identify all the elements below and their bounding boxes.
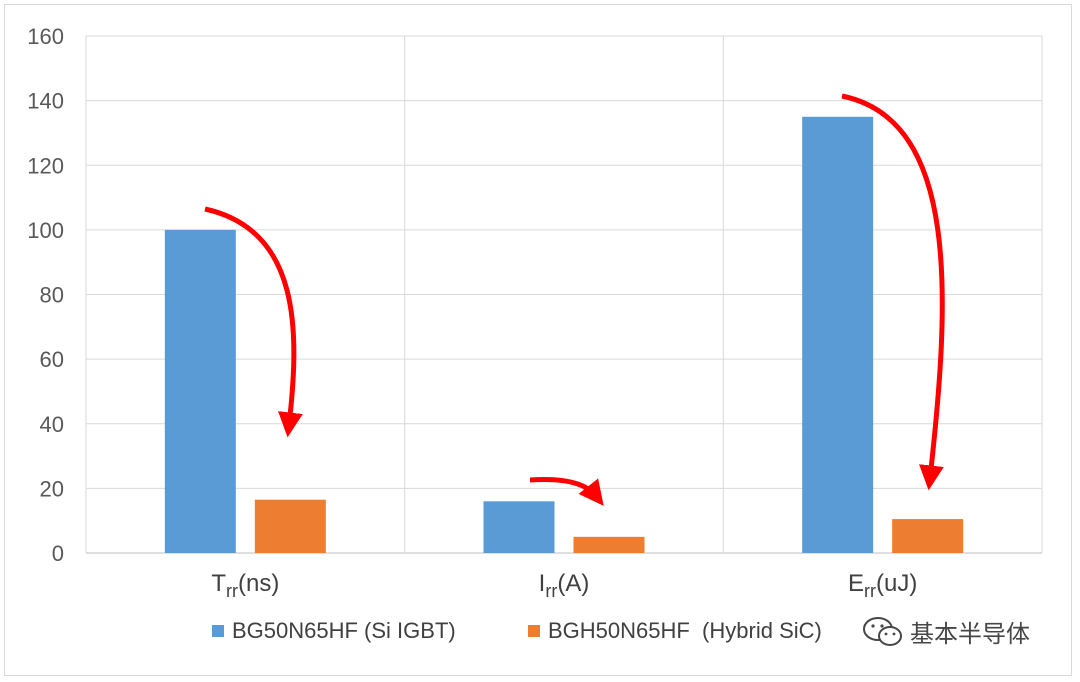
x-tick-label: Trr(ns) xyxy=(211,570,279,601)
legend-label-hybrid-sic: BGH50N65HF (Hybrid SiC) xyxy=(548,618,822,643)
bar-hybrid-sic xyxy=(892,519,964,553)
y-axis-ticks: 0 20 40 60 80 100 120 140 160 xyxy=(27,24,64,566)
x-tick-label: Irr(A) xyxy=(539,570,590,601)
bars xyxy=(164,116,964,553)
bar-si-igbt xyxy=(164,229,236,553)
legend: BG50N65HF (Si IGBT) BGH50N65HF (Hybrid S… xyxy=(0,618,1080,658)
wechat-icon xyxy=(863,616,902,646)
watermark-text: 基本半导体 xyxy=(910,621,1030,648)
y-tick-label: 40 xyxy=(40,412,64,437)
legend-swatch-si-igbt xyxy=(212,625,224,637)
watermark: 基本半导体 xyxy=(862,614,1030,649)
bar-hybrid-sic xyxy=(573,536,645,553)
x-axis-ticks: Trr(ns) Irr(A) Err(uJ) xyxy=(211,570,917,601)
reduction-arrows xyxy=(204,93,945,506)
reduction-arrow-trr xyxy=(204,206,303,438)
legend-swatch-hybrid-sic xyxy=(528,625,540,637)
bar-si-igbt xyxy=(802,116,874,553)
y-tick-label: 20 xyxy=(40,476,64,501)
chart-frame xyxy=(4,4,1072,676)
y-tick-label: 100 xyxy=(27,218,64,243)
legend-item-hybrid-sic: BGH50N65HF (Hybrid SiC) xyxy=(528,618,822,644)
y-tick-label: 120 xyxy=(27,153,64,178)
reduction-arrow-err xyxy=(841,93,945,491)
legend-item-si-igbt: BG50N65HF (Si IGBT) xyxy=(212,618,456,644)
y-tick-label: 60 xyxy=(40,347,64,372)
legend-label-si-igbt: BG50N65HF (Si IGBT) xyxy=(232,618,456,643)
gridlines xyxy=(85,35,1043,554)
y-tick-label: 160 xyxy=(27,24,64,49)
bar-chart: 0 20 40 60 80 100 120 140 160 Trr(ns) Irr(A) Err(u… xyxy=(27,24,1043,601)
y-tick-label: 80 xyxy=(40,283,64,308)
y-tick-label: 0 xyxy=(52,541,64,566)
bar-si-igbt xyxy=(483,501,555,553)
y-tick-label: 140 xyxy=(27,89,64,114)
bar-hybrid-sic xyxy=(254,499,326,553)
reduction-arrow-irr xyxy=(529,477,604,506)
x-tick-label: Err(uJ) xyxy=(848,570,917,601)
